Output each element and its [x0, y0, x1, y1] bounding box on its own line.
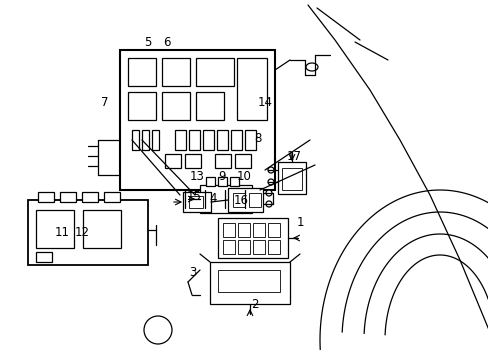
Bar [128, 92, 156, 120]
Bar [83, 210, 121, 248]
Circle shape [267, 179, 273, 185]
Bar [218, 218, 287, 258]
Bar [196, 92, 224, 120]
Bar [196, 58, 234, 86]
Bar [267, 240, 280, 254]
Text: 1: 1 [296, 216, 303, 229]
Circle shape [265, 190, 271, 196]
Bar [244, 130, 256, 150]
Text: 15: 15 [186, 190, 201, 203]
Text: 3: 3 [189, 266, 196, 279]
Bar [36, 210, 74, 248]
Text: 6: 6 [163, 36, 170, 49]
Text: 12: 12 [74, 225, 89, 238]
Bar [215, 154, 230, 168]
Text: 10: 10 [236, 171, 251, 184]
Circle shape [267, 167, 273, 173]
Bar [237, 58, 266, 120]
Text: 16: 16 [233, 194, 248, 207]
Bar [104, 192, 120, 202]
Bar [252, 240, 264, 254]
Bar [142, 130, 149, 150]
Text: 17: 17 [286, 150, 301, 163]
Bar [218, 270, 280, 292]
Text: 13: 13 [189, 171, 204, 184]
Bar [267, 223, 280, 237]
Bar [162, 58, 190, 86]
Bar [184, 154, 201, 168]
Bar [152, 130, 159, 150]
Bar [209, 262, 289, 304]
Text: 7: 7 [101, 95, 108, 108]
Bar [238, 240, 249, 254]
Bar [120, 50, 274, 190]
Bar [200, 185, 251, 213]
Bar [183, 192, 210, 212]
Bar [164, 154, 181, 168]
Text: 5: 5 [144, 36, 151, 49]
Bar [60, 192, 76, 202]
Text: 2: 2 [251, 298, 258, 311]
Bar [248, 193, 261, 207]
Bar [223, 223, 235, 237]
Text: 4: 4 [209, 192, 216, 204]
Bar [36, 252, 52, 262]
Bar [223, 240, 235, 254]
Bar [218, 177, 226, 186]
Bar [38, 192, 54, 202]
Bar [205, 177, 215, 186]
Bar [282, 168, 302, 190]
Bar [189, 196, 203, 208]
Text: 9: 9 [218, 171, 225, 184]
Bar [278, 162, 305, 194]
Bar [238, 223, 249, 237]
Bar [189, 130, 200, 150]
Bar [229, 177, 239, 186]
Ellipse shape [305, 63, 317, 71]
Bar [235, 154, 250, 168]
Bar [227, 188, 263, 212]
Bar [128, 58, 156, 86]
Bar [132, 130, 139, 150]
Bar [203, 130, 214, 150]
Bar [162, 92, 190, 120]
Bar [217, 130, 227, 150]
Text: 11: 11 [54, 225, 69, 238]
Text: 8: 8 [254, 131, 261, 144]
Bar [230, 130, 242, 150]
Bar [252, 223, 264, 237]
Bar [175, 130, 185, 150]
Bar [82, 192, 98, 202]
Bar [232, 193, 244, 207]
Bar [28, 200, 148, 265]
Text: 14: 14 [257, 95, 272, 108]
Circle shape [265, 201, 271, 207]
